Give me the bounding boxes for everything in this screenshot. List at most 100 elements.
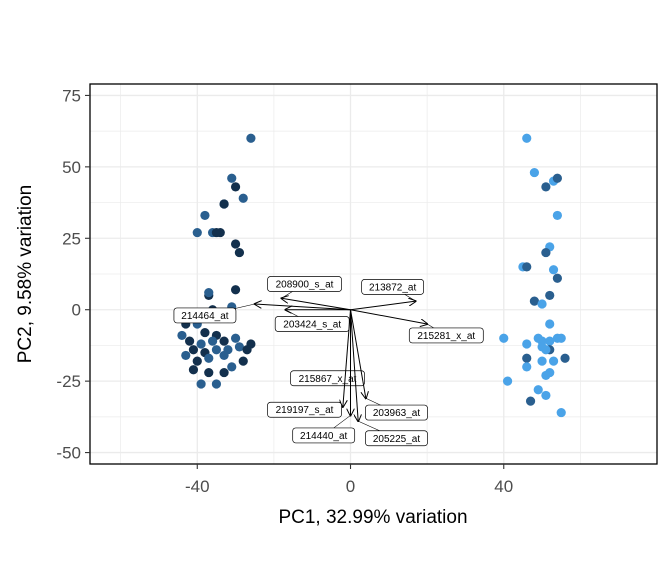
sample-point	[242, 345, 252, 355]
sample-point	[548, 356, 559, 366]
x-axis-title: PC1, 32.99% variation	[278, 507, 467, 528]
sample-point	[499, 333, 509, 343]
sample-point	[230, 182, 241, 192]
sample-point	[522, 262, 532, 272]
sample-point	[552, 210, 562, 221]
sample-point	[541, 390, 551, 401]
sample-point	[246, 133, 256, 143]
loading-label: 214440_at	[300, 431, 347, 442]
sample-point	[522, 353, 532, 363]
sample-point	[560, 353, 570, 363]
x-tick-label: 0	[346, 477, 355, 496]
sample-point	[522, 362, 532, 372]
loading-label: 215867_x_at	[299, 374, 357, 385]
sample-point	[204, 367, 214, 378]
sample-point	[541, 247, 551, 258]
sample-point	[211, 227, 222, 238]
sample-point	[537, 356, 547, 366]
sample-point	[529, 296, 540, 306]
loading-label: 208900_s_at	[276, 280, 334, 291]
loading-arrow	[350, 309, 366, 399]
sample-point	[204, 353, 214, 363]
sample-point	[211, 345, 222, 355]
sample-point	[227, 362, 237, 372]
sample-point	[219, 336, 229, 346]
loading-label-box	[292, 427, 356, 444]
sample-point	[502, 376, 513, 386]
sample-point	[177, 330, 187, 341]
y-tick-label: -25	[56, 372, 81, 391]
sample-point	[541, 370, 551, 381]
sample-point	[552, 173, 562, 183]
loading-label-box	[408, 327, 484, 344]
sample-point	[192, 227, 202, 238]
y-tick-label: -50	[56, 444, 81, 463]
sample-point	[211, 379, 222, 389]
sample-point	[556, 333, 566, 343]
y-axis-title: PC2, 9.58% variation	[15, 185, 36, 364]
sample-point	[196, 339, 206, 349]
sample-point	[185, 336, 195, 346]
loading-label: 214464_at	[181, 311, 228, 322]
loading-label-box	[267, 401, 342, 418]
sample-point	[227, 173, 237, 183]
sample-point	[200, 327, 210, 338]
y-tick-label: 50	[62, 158, 81, 177]
x-tick-label: -40	[185, 477, 210, 496]
sample-point	[200, 210, 210, 221]
loading-label-box	[290, 370, 365, 387]
loading-arrow	[343, 309, 352, 407]
x-tick-label: 40	[494, 477, 513, 496]
loading-label: 213872_at	[369, 282, 416, 293]
sample-point	[545, 290, 555, 301]
sample-point	[525, 396, 536, 406]
sample-point	[522, 133, 532, 143]
sample-point	[219, 350, 229, 361]
sample-point	[230, 239, 241, 249]
sample-point	[533, 385, 543, 395]
sample-point	[196, 379, 206, 389]
loading-label: 215281_x_at	[417, 331, 475, 342]
loading-label-box	[365, 430, 428, 447]
y-tick-label: 0	[72, 301, 81, 320]
sample-point	[238, 356, 248, 366]
sample-point	[556, 407, 566, 418]
sample-point	[541, 182, 551, 192]
sample-point	[219, 367, 229, 378]
loading-arrow	[255, 304, 351, 311]
loading-arrow	[282, 298, 351, 311]
sample-point	[192, 356, 202, 366]
loading-arrows: 208900_s_at 213872_at 214464_at 203424_s_at…	[173, 276, 484, 447]
sample-point	[545, 319, 555, 329]
sample-point	[552, 273, 562, 283]
loading-label: 219197_s_at	[276, 405, 334, 416]
sample-points	[177, 133, 570, 418]
loading-label: 205225_at	[373, 434, 420, 445]
sample-point	[541, 345, 551, 355]
sample-point	[207, 336, 218, 346]
sample-point	[529, 167, 540, 178]
sample-point	[204, 287, 214, 298]
sample-point	[181, 350, 191, 361]
loading-arrow	[350, 309, 428, 324]
sample-point	[522, 339, 532, 349]
sample-point	[234, 342, 245, 352]
loading-label-box	[361, 279, 425, 295]
y-tick-label: 25	[62, 229, 81, 248]
sample-point	[230, 333, 241, 343]
loading-label: 203963_at	[373, 408, 420, 419]
x-axis-ticks: -40 0 40	[185, 464, 513, 496]
sample-point	[188, 365, 199, 375]
loading-label-box	[173, 307, 237, 324]
sample-point	[219, 199, 229, 209]
sample-point	[188, 345, 199, 355]
y-tick-label: 75	[62, 86, 81, 105]
panel-border	[89, 83, 658, 465]
sample-point	[230, 285, 241, 295]
sample-point	[548, 265, 559, 275]
loading-arrow	[350, 309, 359, 421]
loading-label-box	[365, 404, 428, 421]
loading-arrow	[350, 301, 416, 311]
loading-label: 203424_s_at	[283, 320, 341, 331]
